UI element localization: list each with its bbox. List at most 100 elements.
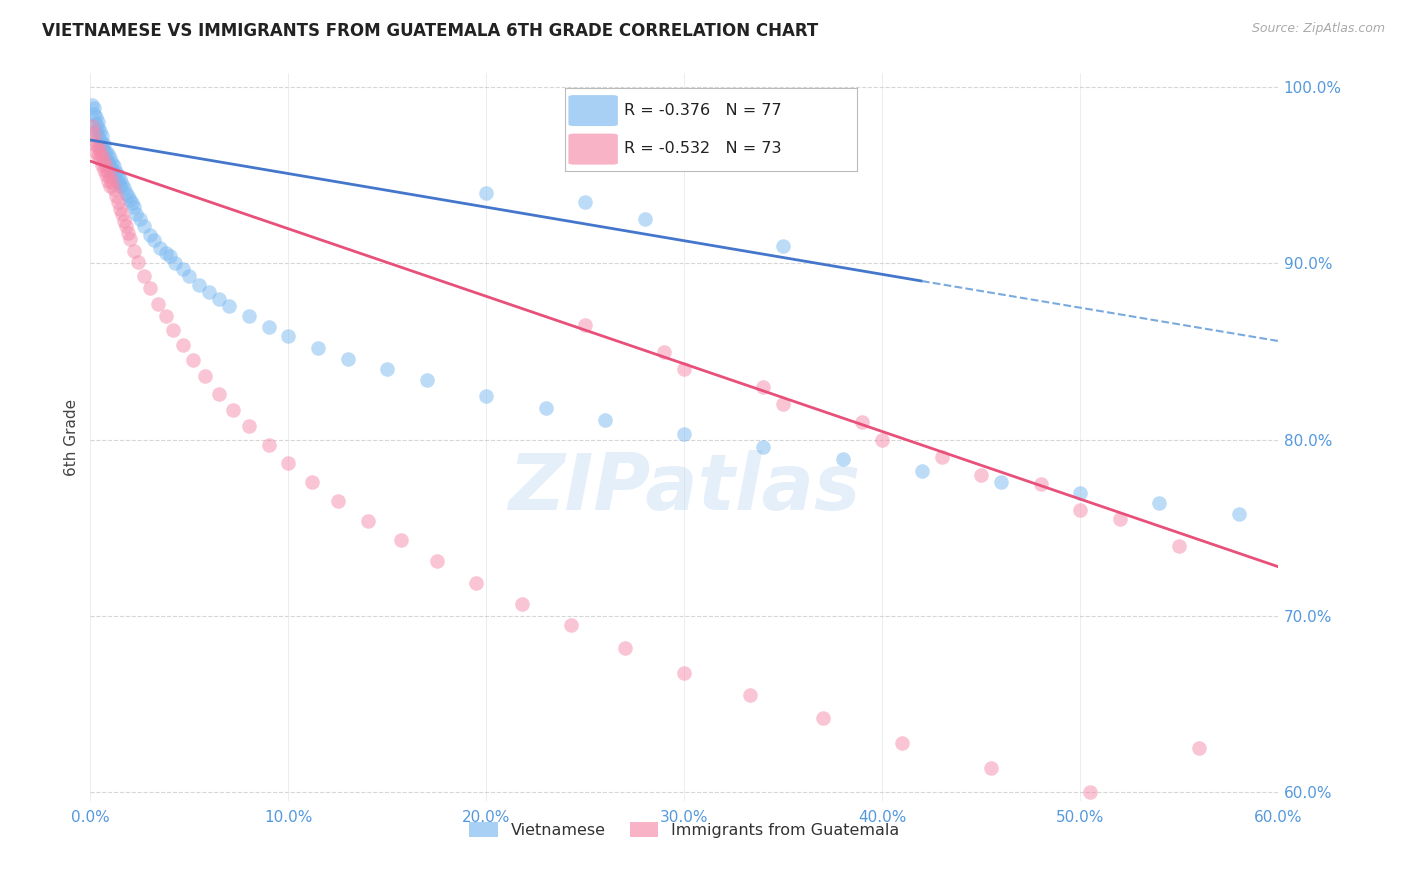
Point: [89, 144, 111, 158]
Point: [107, 194, 129, 209]
Point: [277, 328, 299, 343]
Legend: Vietnamese, Immigrants from Guatemala: Vietnamese, Immigrants from Guatemala: [463, 816, 905, 844]
Point: [738, 689, 761, 703]
Point: [208, 387, 231, 401]
Point: [127, 254, 149, 268]
Point: [811, 711, 834, 725]
Point: [1078, 785, 1101, 799]
Point: [179, 268, 201, 283]
Point: [1069, 485, 1091, 500]
Point: [980, 761, 1002, 775]
Point: [772, 239, 794, 253]
Point: [87, 120, 110, 135]
Point: [108, 171, 131, 186]
Point: [91, 142, 114, 156]
Point: [91, 149, 114, 163]
Text: Source: ZipAtlas.com: Source: ZipAtlas.com: [1251, 22, 1385, 36]
Point: [375, 362, 398, 376]
Point: [534, 401, 557, 415]
Point: [132, 219, 155, 234]
Point: [96, 168, 118, 182]
Point: [101, 163, 124, 178]
Point: [111, 207, 134, 221]
Point: [84, 138, 107, 153]
Point: [103, 160, 125, 174]
Point: [84, 117, 107, 131]
Point: [98, 169, 121, 184]
Point: [1227, 507, 1250, 521]
Point: [162, 323, 184, 337]
Point: [96, 153, 118, 167]
Point: [98, 151, 121, 165]
Point: [125, 207, 148, 221]
Point: [752, 440, 775, 454]
Point: [105, 165, 128, 179]
Point: [87, 140, 110, 154]
Point: [122, 244, 145, 258]
Y-axis label: 6th Grade: 6th Grade: [65, 399, 79, 475]
Point: [121, 196, 143, 211]
Point: [634, 212, 657, 227]
Point: [336, 351, 359, 366]
Point: [101, 156, 124, 170]
Point: [101, 175, 124, 189]
Point: [91, 136, 114, 151]
Point: [208, 292, 231, 306]
Point: [613, 640, 636, 655]
Point: [560, 618, 582, 632]
Point: [356, 514, 378, 528]
Point: [181, 353, 204, 368]
Point: [142, 234, 165, 248]
Point: [93, 136, 115, 151]
Point: [82, 119, 104, 133]
Point: [87, 115, 110, 129]
Point: [891, 736, 914, 750]
Text: ZIPatlas: ZIPatlas: [508, 450, 860, 526]
Point: [117, 189, 139, 203]
Point: [426, 554, 449, 568]
Point: [931, 450, 953, 465]
Point: [257, 319, 280, 334]
Point: [93, 144, 115, 158]
Point: [97, 147, 120, 161]
Text: VIETNAMESE VS IMMIGRANTS FROM GUATEMALA 6TH GRADE CORRELATION CHART: VIETNAMESE VS IMMIGRANTS FROM GUATEMALA …: [42, 22, 818, 40]
Point: [1188, 741, 1211, 756]
Point: [155, 245, 177, 260]
Point: [752, 380, 775, 394]
Point: [870, 433, 893, 447]
Point: [108, 178, 131, 193]
Point: [84, 145, 107, 160]
Point: [91, 158, 114, 172]
Point: [87, 129, 110, 144]
Point: [574, 318, 596, 332]
Point: [510, 597, 533, 611]
Point: [132, 268, 155, 283]
Point: [911, 465, 934, 479]
Point: [1069, 503, 1091, 517]
Point: [93, 151, 115, 165]
Point: [96, 160, 118, 174]
Point: [83, 126, 105, 140]
Point: [89, 133, 111, 147]
Point: [83, 133, 105, 147]
Point: [108, 202, 131, 216]
Point: [194, 369, 217, 384]
Point: [1108, 512, 1130, 526]
Point: [198, 285, 221, 299]
Point: [465, 575, 488, 590]
Point: [172, 337, 194, 351]
Point: [772, 397, 794, 411]
Point: [105, 189, 128, 203]
Point: [238, 418, 260, 433]
Point: [218, 299, 240, 313]
Point: [138, 228, 160, 243]
Point: [107, 168, 129, 182]
Point: [326, 494, 349, 508]
Point: [831, 452, 853, 467]
Point: [128, 212, 150, 227]
Point: [673, 427, 696, 442]
Point: [970, 468, 993, 483]
Point: [222, 402, 245, 417]
Point: [1029, 476, 1052, 491]
Point: [97, 173, 120, 187]
